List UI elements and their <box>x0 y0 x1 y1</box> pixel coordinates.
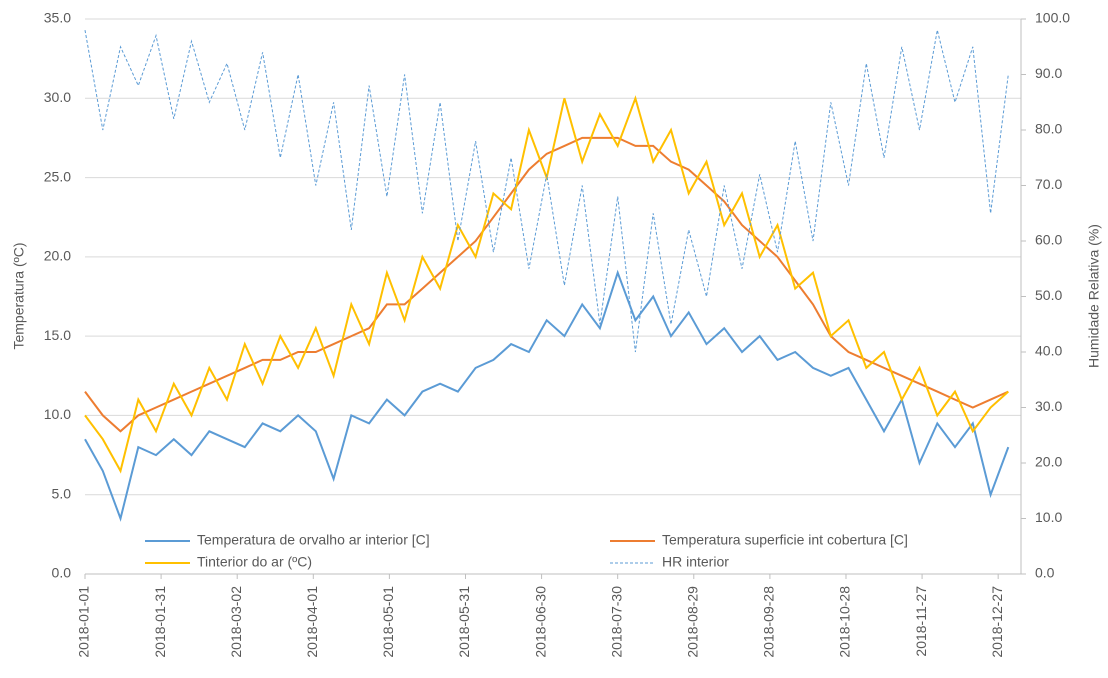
x-tick-label: 2018-05-31 <box>456 586 472 658</box>
legend-label: HR interior <box>662 554 729 570</box>
y-tick-label: 30.0 <box>44 89 71 105</box>
y-tick-label: 20.0 <box>44 248 71 264</box>
series-line <box>84 29 1009 353</box>
y2-tick-label: 0.0 <box>1035 565 1055 581</box>
legend-label: Temperatura superficie int cobertura [C] <box>662 532 908 548</box>
y-tick-label: 15.0 <box>44 327 71 343</box>
x-tick-label: 2018-06-30 <box>532 586 548 658</box>
y2-tick-label: 30.0 <box>1035 398 1062 414</box>
x-tick-label: 2018-11-27 <box>913 586 929 657</box>
y-axis-title: Temperatura (ºC) <box>11 242 27 349</box>
x-tick-label: 2018-04-01 <box>304 586 320 658</box>
y-tick-label: 10.0 <box>44 406 71 422</box>
series-line <box>84 269 1010 522</box>
series-line <box>84 136 1009 433</box>
legend-label: Tinterior do ar (ºC) <box>197 554 312 570</box>
y2-tick-label: 80.0 <box>1035 121 1062 137</box>
y2-tick-label: 10.0 <box>1035 509 1062 525</box>
y-tick-label: 5.0 <box>52 485 72 501</box>
y2-tick-label: 70.0 <box>1035 176 1062 192</box>
y2-tick-label: 50.0 <box>1035 287 1062 303</box>
x-tick-label: 2018-01-31 <box>152 586 168 658</box>
x-tick-label: 2018-12-27 <box>989 586 1005 658</box>
x-tick-label: 2018-03-02 <box>228 586 244 658</box>
y2-tick-label: 40.0 <box>1035 343 1062 359</box>
x-tick-label: 2018-07-30 <box>608 586 624 658</box>
x-tick-label: 2018-08-29 <box>684 586 700 658</box>
y2-tick-label: 100.0 <box>1035 10 1070 26</box>
y2-tick-label: 20.0 <box>1035 454 1062 470</box>
y-tick-label: 0.0 <box>52 565 72 581</box>
x-tick-label: 2018-01-01 <box>76 586 92 658</box>
x-tick-label: 2018-05-01 <box>380 586 396 658</box>
x-tick-label: 2018-10-28 <box>837 586 853 658</box>
legend-label: Temperatura de orvalho ar interior [C] <box>197 532 430 548</box>
y2-axis-title: Humidade Relativa (%) <box>1086 224 1102 368</box>
x-tick-label: 2018-09-28 <box>761 586 777 658</box>
y2-tick-label: 60.0 <box>1035 232 1062 248</box>
y-tick-label: 35.0 <box>44 10 71 26</box>
y2-tick-label: 90.0 <box>1035 65 1062 81</box>
series-line <box>84 95 1009 474</box>
y-tick-label: 25.0 <box>44 168 71 184</box>
